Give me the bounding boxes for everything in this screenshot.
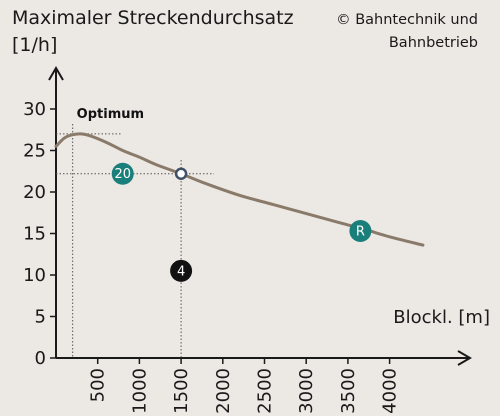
optimum-label: Optimum [77,107,144,122]
badge-r-circle [349,220,372,243]
badge-20-circle [111,162,134,185]
x-ticks: 500 1000 1500 2000 2500 3000 3500 4000 [88,358,401,414]
annotations: Optimum 20 4 R [77,107,372,282]
x-tick-label: 3000 [296,368,317,414]
x-axis-label: Blockl. [m] [393,307,490,328]
x-tick-label: 1000 [129,368,150,414]
copyright-line-2: Bahnbetrieb [389,35,478,51]
x-tick-label: 2000 [213,368,234,414]
x-axis-arrow [457,350,472,366]
guide-lines [56,124,214,358]
series-group [54,132,425,247]
badge-20-label: 20 [114,167,131,182]
y-tick-label: 15 [23,224,46,245]
x-tick-label: 3500 [338,368,359,414]
badge-4-circle [170,259,193,282]
y-axis-unit-label: [1/h] [12,34,57,56]
y-tick-label: 10 [23,265,46,286]
marker-point [174,167,188,180]
chart-title: Maximaler Streckendurchsatz [12,7,294,29]
y-tick-label: 5 [35,307,46,328]
y-tick-label: 0 [35,348,46,369]
y-tick-label: 30 [23,99,46,120]
x-tick-label: 1500 [171,368,192,414]
y-ticks: 0 5 10 15 20 25 30 [23,99,56,369]
throughput-curve [54,132,425,247]
x-tick-label: 2500 [255,368,276,414]
badge-4-label: 4 [177,264,185,279]
copyright-line-1: © Bahntechnik und [336,12,478,28]
x-tick-label: 500 [88,368,109,402]
x-tick-label: 4000 [380,368,401,414]
y-axis-arrow [48,66,64,81]
y-tick-label: 20 [23,182,46,203]
badge-r-label: R [356,225,365,240]
y-tick-label: 25 [23,141,46,162]
